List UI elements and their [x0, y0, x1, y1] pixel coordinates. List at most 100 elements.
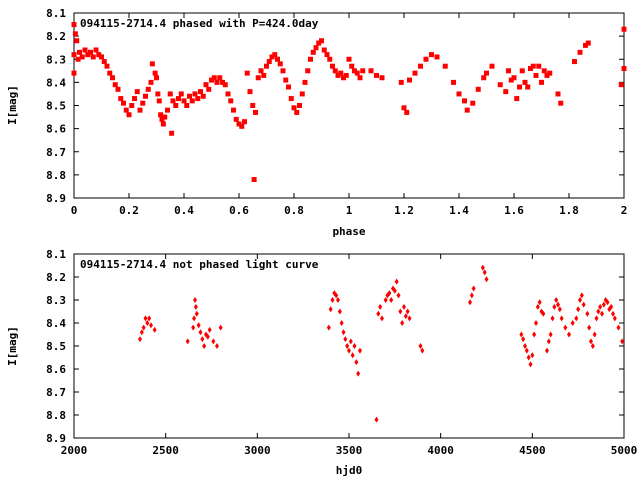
data-point [525, 84, 531, 90]
data-point [134, 89, 140, 95]
data-point [556, 301, 560, 308]
data-point [88, 49, 93, 55]
data-point [336, 297, 340, 303]
unphased-x-ticks: 2000 2500 3000 3500 4000 4500 5000 [61, 254, 637, 457]
data-point [149, 61, 155, 67]
data-point [112, 82, 118, 88]
data-point [123, 107, 129, 113]
data-point [376, 310, 381, 317]
data-point [192, 315, 197, 322]
data-point [526, 354, 531, 361]
data-point [308, 56, 313, 62]
data-point [228, 98, 234, 104]
data-point [313, 45, 319, 51]
data-point [517, 84, 522, 90]
data-point [82, 47, 88, 53]
data-point [159, 116, 165, 122]
data-point [209, 77, 214, 83]
data-point [236, 121, 242, 127]
data-point [334, 292, 339, 299]
data-point [99, 54, 104, 60]
data-point [536, 63, 542, 69]
phased-x-axis-label: phase [332, 225, 365, 238]
data-point [345, 343, 350, 349]
data-point [126, 112, 132, 118]
data-point [332, 68, 338, 74]
data-point [528, 66, 533, 71]
data-point [398, 79, 404, 85]
data-point [519, 331, 524, 338]
data-point [328, 306, 333, 313]
data-point [550, 315, 555, 322]
x-tick-label: 1.8 [559, 204, 579, 217]
data-point [533, 72, 539, 78]
data-point [350, 352, 355, 359]
data-point [77, 49, 82, 55]
data-point [337, 308, 342, 315]
data-point [620, 338, 625, 345]
x-tick-label: 3000 [244, 444, 271, 457]
data-point [90, 54, 96, 60]
data-point [74, 38, 80, 44]
y-tick-label: 8.8 [46, 409, 66, 422]
unphased-x-axis-label: hjd0 [336, 464, 363, 477]
data-point [110, 75, 115, 81]
data-point [321, 47, 327, 53]
data-point [202, 343, 207, 349]
y-tick-label: 8.1 [46, 248, 66, 261]
data-point [589, 338, 593, 345]
data-point [205, 333, 210, 340]
data-point [358, 347, 362, 354]
data-point [534, 320, 538, 326]
y-tick-label: 8.4 [46, 76, 66, 89]
data-point [211, 338, 216, 345]
data-point [343, 72, 349, 78]
data-point [198, 89, 203, 95]
data-point [272, 52, 278, 58]
data-point [554, 297, 559, 303]
data-point [194, 310, 199, 317]
data-point [288, 96, 294, 102]
y-tick-label: 8.7 [46, 146, 66, 159]
data-point [233, 116, 239, 122]
data-point [143, 315, 148, 322]
data-point [572, 59, 577, 65]
data-point [200, 336, 205, 343]
data-point [347, 347, 351, 354]
data-point [218, 324, 223, 331]
x-tick-label: 0.8 [284, 204, 304, 217]
data-point [360, 68, 366, 74]
data-point [596, 308, 601, 315]
data-point [484, 70, 489, 76]
data-point [368, 68, 374, 74]
y-tick-label: 8.6 [46, 123, 66, 136]
data-point [532, 331, 537, 338]
data-point [407, 77, 412, 83]
data-point [546, 338, 551, 345]
y-tick-label: 8.5 [46, 100, 66, 113]
data-point [152, 326, 157, 333]
data-point [195, 96, 201, 102]
data-point [394, 278, 399, 285]
data-point [484, 276, 489, 283]
data-point [85, 52, 91, 58]
data-point [506, 68, 511, 74]
data-point [191, 324, 196, 331]
data-point [176, 96, 181, 102]
data-point [354, 70, 360, 76]
data-point [429, 52, 434, 58]
data-point [319, 38, 324, 44]
data-point [258, 68, 264, 74]
x-tick-label: 2 [621, 204, 628, 217]
data-point [173, 103, 179, 108]
data-point [143, 93, 148, 99]
data-point [559, 315, 564, 322]
data-point [609, 303, 614, 310]
data-point [590, 343, 595, 349]
data-point [456, 91, 462, 97]
data-point [299, 91, 305, 97]
data-point [523, 343, 527, 349]
data-point [524, 347, 529, 354]
data-point [418, 343, 423, 349]
